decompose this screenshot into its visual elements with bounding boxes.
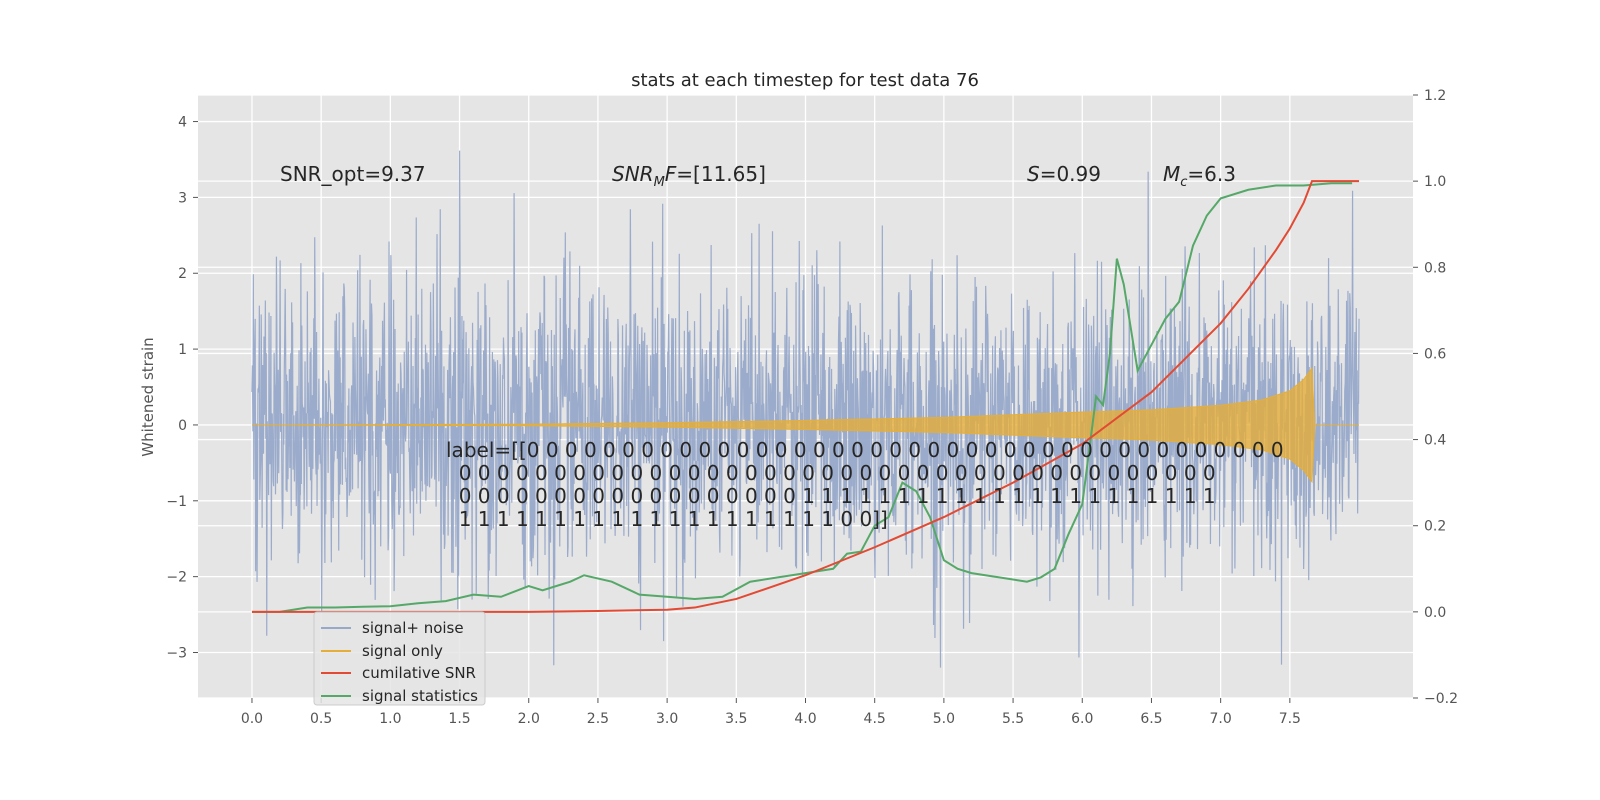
x-tick-label: 6.5: [1140, 711, 1162, 727]
chart-title: stats at each timestep for test data 76: [631, 70, 979, 91]
y2-tick-label: −0.2: [1424, 691, 1458, 707]
y-tick-label: −1: [166, 494, 187, 510]
series-signal-only: [251, 366, 1360, 484]
x-tick-label: 4.5: [864, 711, 886, 727]
x-tick-label: 0.5: [310, 711, 332, 727]
x-tick-label: 3.5: [725, 711, 747, 727]
y-tick-label: 0: [178, 418, 187, 434]
x-tick-label: 2.5: [587, 711, 609, 727]
label-line: label=[[0 0 0 0 0 0 0 0 0 0 0 0 0 0 0 0 …: [446, 438, 1284, 462]
annotation-mc: Mc=6.3: [1163, 162, 1236, 190]
y2-tick-label: 0.0: [1424, 605, 1446, 621]
signal-only-envelope: [251, 366, 1360, 484]
legend-box: [313, 611, 486, 706]
y-tick-label: −2: [166, 570, 187, 586]
legend-label-signal-only: signal only: [362, 642, 443, 660]
x-tick-label: 0.0: [241, 711, 263, 727]
y2-tick-label: 0.4: [1424, 433, 1446, 449]
legend: signal+ noise signal only cumilative SNR…: [313, 611, 486, 706]
x-tick-label: 4.0: [794, 711, 816, 727]
axis-ticks: 0.0 0.5 1.0 1.5 2.0 2.5 3.0 3.5 4.0 4.5 5.0 5.5 6.0 6…: [166, 88, 1458, 727]
legend-label-cumulative-snr: cumilative SNR: [362, 664, 476, 682]
signal-noise-trace: [251, 150, 1360, 668]
legend-label-signal-noise: signal+ noise: [362, 619, 464, 637]
y2-tick-label: 1.0: [1424, 174, 1446, 190]
annotation-snr-mf: SNRMF=[11.65]: [612, 162, 766, 190]
x-tick-label: 5.5: [1002, 711, 1024, 727]
series-signal-noise: [251, 150, 1360, 668]
label-annotation: label=[[0 0 0 0 0 0 0 0 0 0 0 0 0 0 0 0 …: [446, 438, 1284, 531]
label-line: 0 0 0 0 0 0 0 0 0 0 0 0 0 0 0 0 0 0 0 0 …: [446, 461, 1216, 485]
legend-label-signal-statistics: signal statistics: [362, 687, 478, 705]
y-tick-label: 3: [178, 190, 187, 206]
y2-tick-label: 0.8: [1424, 260, 1446, 276]
x-tick-label: 1.5: [448, 711, 470, 727]
x-tick-label: 7.5: [1279, 711, 1301, 727]
label-line: 0 0 0 0 0 0 0 0 0 0 0 0 0 0 0 0 0 0 1 1 …: [446, 484, 1216, 508]
x-tick-label: 3.0: [656, 711, 678, 727]
line-signal-statistics: [251, 182, 1353, 613]
y2-tick-label: 0.6: [1424, 346, 1446, 362]
x-tick-label: 1.0: [379, 711, 401, 727]
y-tick-label: 4: [178, 115, 187, 131]
annotation-s: S=0.99: [1027, 162, 1101, 186]
y-axis-label: Whitened strain: [139, 337, 157, 456]
label-line: 1 1 1 1 1 1 1 1 1 1 1 1 1 1 1 1 1 1 1 1 …: [446, 507, 888, 531]
x-tick-label: 2.0: [518, 711, 540, 727]
line-cumilative-snr: [251, 180, 1360, 613]
annotation-snr-opt: SNR_opt=9.37: [280, 162, 426, 186]
y-tick-label: 1: [178, 342, 187, 358]
series-lines: [251, 180, 1360, 613]
x-tick-label: 6.0: [1071, 711, 1093, 727]
y2-tick-label: 1.2: [1424, 88, 1446, 104]
x-tick-label: 7.0: [1210, 711, 1232, 727]
y2-tick-label: 0.2: [1424, 519, 1446, 535]
x-tick-label: 5.0: [933, 711, 955, 727]
y-tick-label: 2: [178, 266, 187, 282]
y-tick-label: −3: [166, 645, 187, 661]
